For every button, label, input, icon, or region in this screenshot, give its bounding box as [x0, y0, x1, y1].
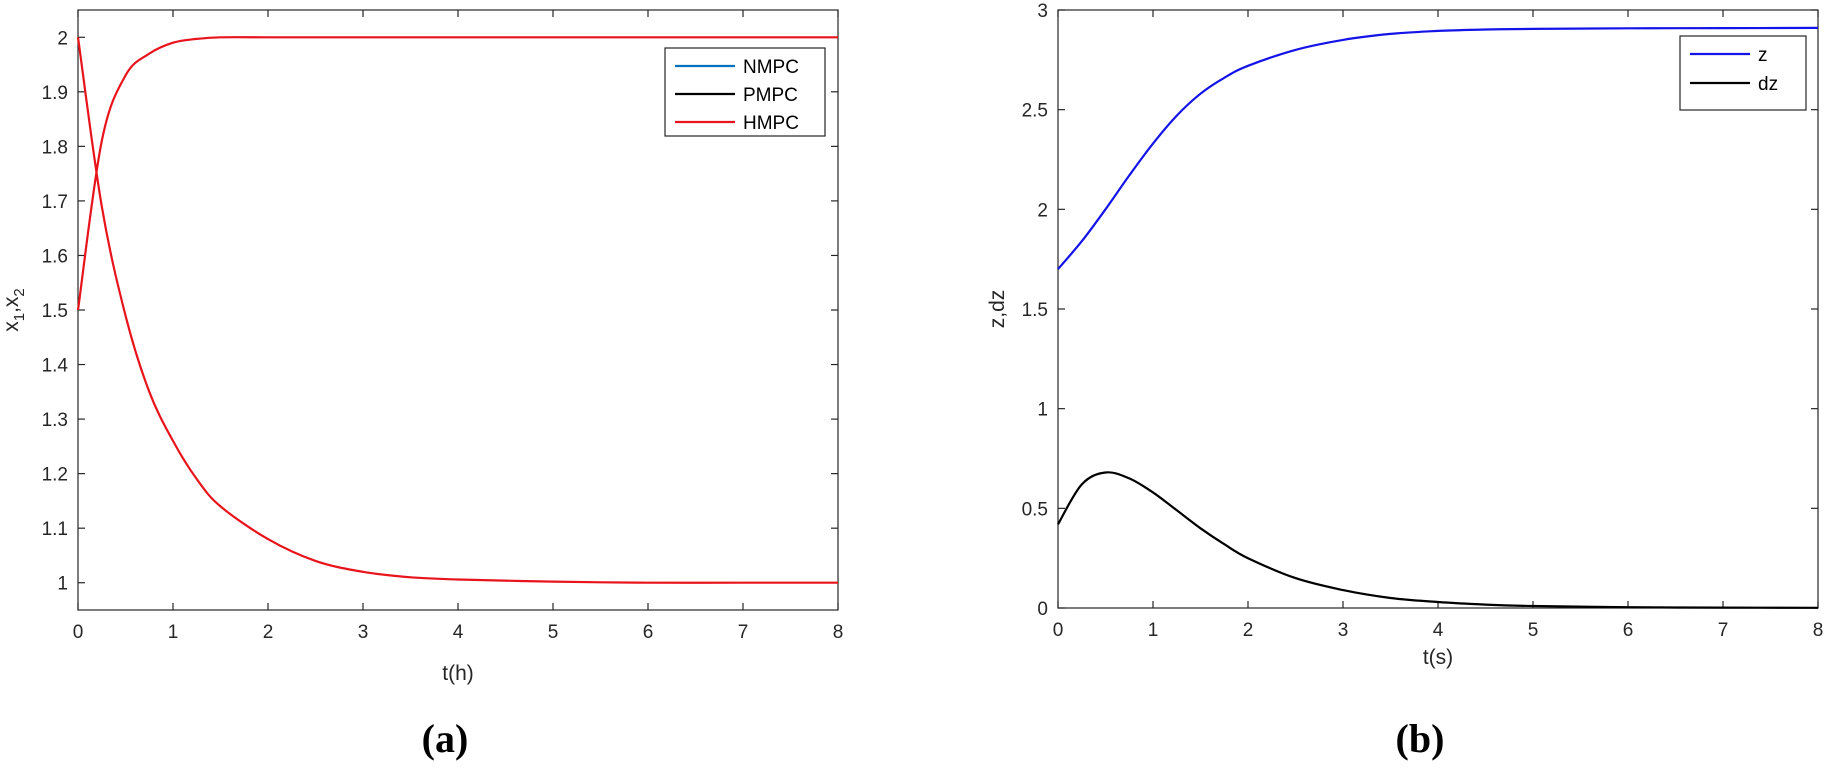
- y-tick-label: 1.5: [42, 301, 68, 322]
- y-tick-label: 1.9: [42, 83, 68, 104]
- legend-label: z: [1758, 45, 1768, 66]
- x-axis-label: t(h): [442, 662, 474, 685]
- x-tick-label: 5: [548, 622, 559, 643]
- y-tick-label: 0: [1037, 599, 1048, 620]
- x-tick-label: 6: [1623, 620, 1634, 641]
- x-tick-label: 3: [1338, 620, 1349, 641]
- legend-label: dz: [1758, 74, 1778, 95]
- series-line-z-0: [1057, 26, 1819, 270]
- x-tick-label: 6: [643, 622, 654, 643]
- y-tick-label: 1.1: [42, 519, 68, 540]
- panel-caption-a: (a): [422, 716, 469, 761]
- legend-box: [664, 47, 826, 137]
- chart-panel-a: 0 1 2 3 4 5 6 7 8 1 1.1 1.2 1.3 1.4 1.5 1.6 1.7 1.8 1.9 2 t(…: [0, 9, 844, 685]
- x-tick-label: 0: [73, 622, 84, 643]
- y-tick-label: 0.5: [1022, 499, 1048, 520]
- y-tick-label: 1.5: [1022, 300, 1048, 321]
- y-tick-label: 3: [1037, 1, 1048, 22]
- x-tick-label: 4: [1433, 620, 1444, 641]
- y-tick-label: 1: [1037, 400, 1048, 421]
- x-tick-label: 0: [1053, 620, 1064, 641]
- x-axis-label: t(s): [1423, 646, 1453, 669]
- y-tick-label: 2.5: [1022, 101, 1048, 122]
- y-axis-label: z,dz: [986, 290, 1009, 329]
- panel-caption-b: (b): [1396, 716, 1445, 761]
- y-tick-label: 1.2: [42, 465, 68, 486]
- x-tick-label: 8: [1813, 620, 1824, 641]
- legend-box: [1679, 35, 1807, 111]
- x-tick-label: 3: [358, 622, 369, 643]
- y-tick-label: 1.4: [42, 356, 69, 377]
- chart-panel-b: 0 1 2 3 4 5 6 7 8 0 0.5 1 1.5 2 2.5 3 t(s) z,dz z dz: [986, 1, 1823, 669]
- y-axis-label: x1,x2: [0, 288, 28, 332]
- y-tick-label: 2: [57, 28, 68, 49]
- y-tick-label: 1: [57, 574, 68, 595]
- x-tick-label: 8: [833, 622, 844, 643]
- legend-label: HMPC: [743, 113, 799, 134]
- y-tick-label: 1.8: [42, 137, 68, 158]
- y-tick-label: 1.6: [42, 246, 68, 267]
- x-tick-label: 7: [738, 622, 749, 643]
- x-tick-label: 1: [168, 622, 179, 643]
- x-tick-label: 2: [1243, 620, 1254, 641]
- x-tick-label: 2: [263, 622, 274, 643]
- x-tick-label: 7: [1718, 620, 1729, 641]
- y-tick-label: 1.3: [42, 410, 68, 431]
- series-line-hmpc-0: [76, 37, 838, 584]
- series-line-dz-1: [1057, 471, 1819, 609]
- x-tick-label: 4: [453, 622, 464, 643]
- x-tick-label: 1: [1148, 620, 1159, 641]
- series-line-hmpc-1: [76, 36, 838, 311]
- y-tick-label: 1.7: [42, 192, 68, 213]
- x-tick-label: 5: [1528, 620, 1539, 641]
- legend-label: NMPC: [743, 57, 799, 78]
- y-tick-label: 2: [1037, 200, 1048, 221]
- legend-label: PMPC: [743, 85, 798, 106]
